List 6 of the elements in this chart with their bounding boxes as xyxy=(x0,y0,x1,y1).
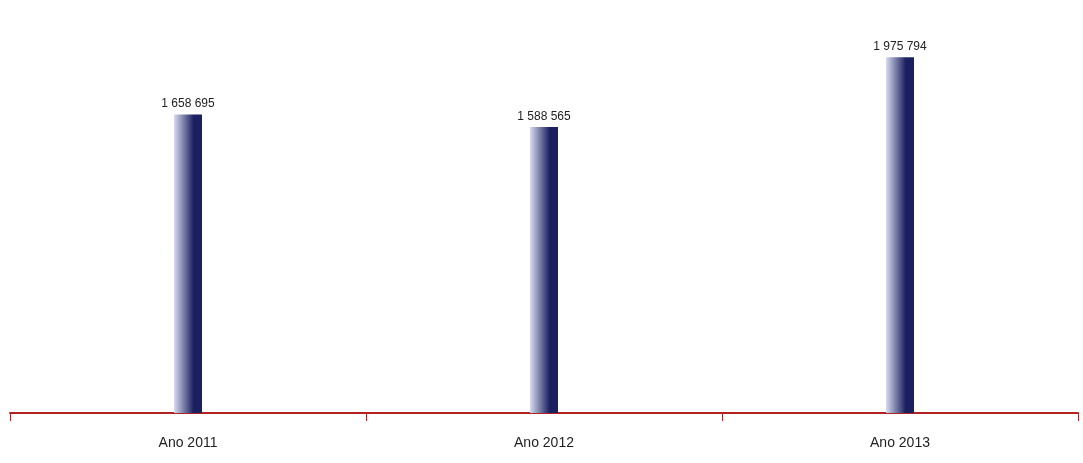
x-tick-label: Ano 2013 xyxy=(870,434,931,450)
x-tick-label: Ano 2011 xyxy=(158,434,218,450)
data-label: 1 975 794 xyxy=(873,39,928,54)
x-tick-label: Ano 2012 xyxy=(514,434,575,450)
data-label: 1 658 695 xyxy=(161,96,216,111)
data-label: 1 588 565 xyxy=(517,109,572,124)
